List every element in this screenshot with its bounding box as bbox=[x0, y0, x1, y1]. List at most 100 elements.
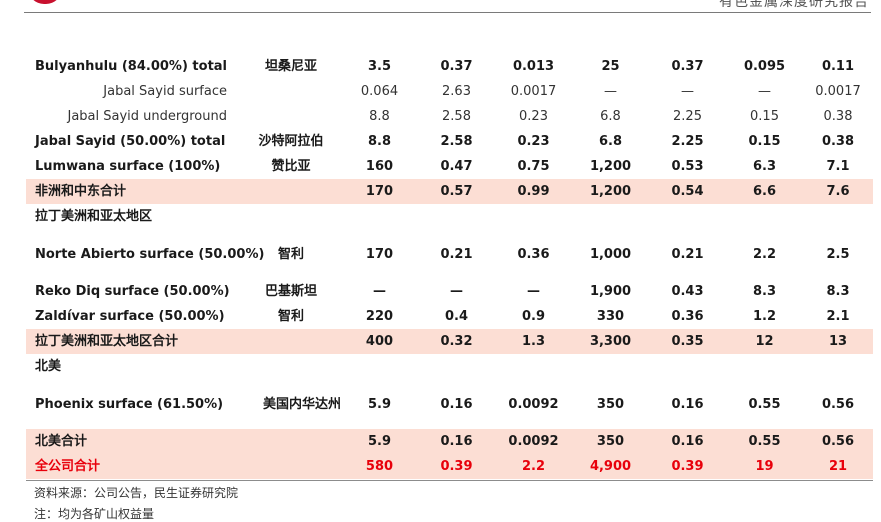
value-cell: 0.0092 bbox=[495, 429, 572, 454]
table-row: 全公司合计 580 0.39 2.2 4,900 0.39 19 21 bbox=[26, 454, 873, 479]
country-cell: 坦桑尼亚 bbox=[264, 59, 317, 74]
value-cell: 0.39 bbox=[418, 454, 495, 479]
value-cell: 0.35 bbox=[649, 329, 726, 354]
value-cell: — bbox=[758, 84, 771, 99]
value-cell bbox=[341, 204, 418, 229]
value-cell: 0.064 bbox=[360, 84, 399, 99]
value-cell: 0.9 bbox=[521, 309, 546, 324]
value-cell bbox=[495, 204, 572, 229]
value-cell: 2.25 bbox=[673, 109, 702, 124]
value-cell: 0.36 bbox=[517, 246, 550, 262]
country-cell: 智利 bbox=[277, 309, 304, 324]
table-row: Zaldívar surface (50.00%) 智利 220 0.4 0.9 330 0… bbox=[26, 304, 873, 329]
value-cell: 2.2 bbox=[495, 454, 572, 479]
value-cell: 0.75 bbox=[517, 159, 550, 174]
value-cell: — bbox=[681, 84, 694, 99]
value-cell: 5.9 bbox=[367, 396, 392, 412]
value-cell: — bbox=[604, 84, 617, 99]
value-cell: 170 bbox=[365, 246, 394, 262]
row-name-cell: 拉丁美洲和亚太地区合计 bbox=[26, 329, 241, 354]
row-name-cell: 北美 bbox=[35, 359, 62, 374]
table-row: 北美合计 5.9 0.16 0.0092 350 0.16 0.55 0.56 bbox=[26, 429, 873, 454]
table-row: 拉丁美洲和亚太地区 bbox=[26, 204, 873, 229]
reserves-table: Bulyanhulu (84.00%) total 坦桑尼亚 3.5 0.37 0.01… bbox=[26, 54, 873, 479]
value-cell: 160 bbox=[365, 159, 394, 174]
value-cell bbox=[649, 204, 726, 229]
value-cell: 0.15 bbox=[750, 109, 779, 124]
value-cell: 0.53 bbox=[671, 159, 704, 174]
table-row: Reko Diq surface (50.00%) 巴基斯坦 — — — 1,900 0.4… bbox=[26, 279, 873, 304]
value-cell bbox=[726, 204, 803, 229]
table-body: Bulyanhulu (84.00%) total 坦桑尼亚 3.5 0.37 0.01… bbox=[26, 54, 873, 479]
value-cell: 2.1 bbox=[826, 309, 850, 324]
value-cell bbox=[495, 354, 572, 379]
value-cell: 8.3 bbox=[826, 284, 850, 299]
value-cell: 0.16 bbox=[418, 429, 495, 454]
value-cell: 0.21 bbox=[440, 246, 473, 262]
country-cell bbox=[241, 104, 341, 129]
value-cell: — bbox=[373, 284, 386, 299]
report-header-text: 有色金属深度研究报告 bbox=[719, 0, 869, 10]
value-cell: 0.16 bbox=[671, 396, 704, 412]
table-row: Norte Abierto surface (50.00%) 智利 170 0.21 0… bbox=[26, 229, 873, 279]
value-cell: 0.16 bbox=[649, 429, 726, 454]
value-cell: 0.43 bbox=[671, 284, 704, 299]
row-name-cell: Lumwana surface (100%) bbox=[35, 159, 221, 174]
company-logo bbox=[28, 0, 62, 4]
value-cell bbox=[803, 354, 873, 379]
value-cell: 0.095 bbox=[743, 59, 786, 74]
table-row: Phoenix surface (61.50%) 美国内华达州 5.9 0.16 0.0… bbox=[26, 379, 873, 429]
table-row: Jabal Sayid underground 8.8 2.58 0.23 6.8 2.2… bbox=[26, 104, 873, 129]
value-cell: 1,900 bbox=[589, 284, 632, 299]
value-cell: 1,200 bbox=[589, 159, 632, 174]
value-cell: 0.37 bbox=[440, 59, 473, 74]
country-cell bbox=[241, 179, 341, 204]
country-cell: 沙特阿拉伯 bbox=[258, 134, 324, 149]
value-cell: 0.32 bbox=[418, 329, 495, 354]
value-cell: 220 bbox=[365, 309, 394, 324]
row-name-cell: Bulyanhulu (84.00%) total bbox=[35, 59, 228, 74]
value-cell: 0.38 bbox=[823, 109, 853, 124]
value-cell: 350 bbox=[596, 396, 625, 412]
value-cell: 19 bbox=[726, 454, 803, 479]
value-cell: 0.16 bbox=[440, 396, 473, 412]
value-cell: — bbox=[450, 284, 463, 299]
table-row: 北美 bbox=[26, 354, 873, 379]
value-cell: 3.5 bbox=[367, 59, 392, 74]
header-divider bbox=[24, 12, 871, 13]
value-cell: 0.4 bbox=[444, 309, 469, 324]
country-cell bbox=[241, 329, 341, 354]
value-cell: 0.21 bbox=[671, 246, 704, 262]
row-name-cell: 非洲和中东合计 bbox=[26, 179, 241, 204]
value-cell: 4,900 bbox=[572, 454, 649, 479]
table-bottom-divider bbox=[26, 480, 873, 481]
value-cell: 6.8 bbox=[600, 109, 621, 124]
value-cell bbox=[649, 354, 726, 379]
value-cell: 0.36 bbox=[671, 309, 704, 324]
value-cell: 2.58 bbox=[442, 109, 471, 124]
value-cell: 2.25 bbox=[671, 134, 704, 149]
row-name-cell: Jabal Sayid underground bbox=[67, 109, 227, 124]
value-cell: 0.55 bbox=[726, 429, 803, 454]
value-cell: 3,300 bbox=[572, 329, 649, 354]
value-cell: 8.8 bbox=[369, 109, 390, 124]
footnote: 注：均为各矿山权益量 bbox=[34, 507, 155, 521]
value-cell: 0.23 bbox=[517, 134, 550, 149]
value-cell: 0.23 bbox=[519, 109, 548, 124]
row-name-cell: Zaldívar surface (50.00%) bbox=[35, 309, 225, 324]
row-name-cell: 全公司合计 bbox=[26, 454, 241, 479]
value-cell: 0.0092 bbox=[508, 396, 559, 412]
value-cell: 0.11 bbox=[821, 59, 855, 74]
value-cell: 12 bbox=[726, 329, 803, 354]
value-cell bbox=[726, 354, 803, 379]
value-cell: 0.0017 bbox=[815, 84, 861, 99]
value-cell: 2.63 bbox=[442, 84, 471, 99]
country-cell bbox=[241, 79, 341, 104]
table-row: 非洲和中东合计 170 0.57 0.99 1,200 0.54 6.6 7.6 bbox=[26, 179, 873, 204]
value-cell: 0.013 bbox=[512, 59, 555, 74]
value-cell: 0.37 bbox=[671, 59, 704, 74]
value-cell: 13 bbox=[803, 329, 873, 354]
value-cell: 0.39 bbox=[649, 454, 726, 479]
value-cell: — bbox=[527, 284, 540, 299]
row-name-cell: Phoenix surface (61.50%) bbox=[35, 396, 224, 412]
